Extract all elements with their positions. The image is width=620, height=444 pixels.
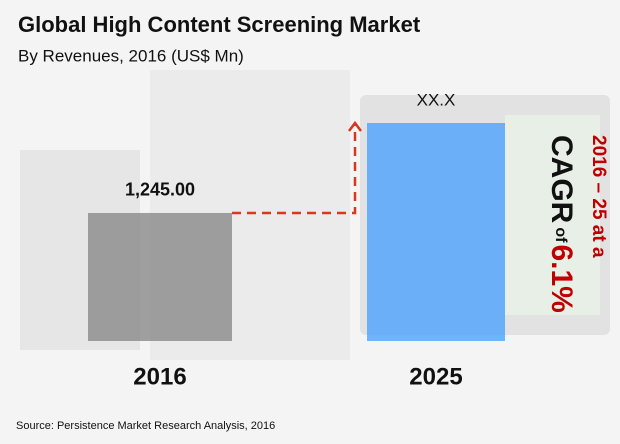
chart-title: Global High Content Screening Market: [18, 12, 421, 37]
x-tick-label: 2025: [409, 363, 462, 390]
cagr-line: CAGR of6.1%: [545, 135, 578, 313]
bg-screen: [505, 115, 600, 315]
chart-subtitle: By Revenues, 2016 (US$ Mn): [18, 46, 244, 65]
cagr-note: 2016 – 25 at a CAGR of6.1%: [545, 135, 609, 313]
bar: [88, 212, 232, 341]
growth-arrow: [232, 125, 357, 215]
bar: [367, 123, 505, 341]
value-label: XX.X: [417, 90, 456, 109]
arrow-head: [348, 120, 362, 132]
source: Source: Persistence Market Research Anal…: [16, 420, 275, 432]
x-tick-label: 2016: [133, 363, 186, 390]
value-label: 1,245.00: [125, 180, 195, 200]
cagr-value: 6.1%: [545, 244, 578, 312]
cagr-period: 2016 – 25 at a: [588, 135, 609, 258]
cagr-of: of: [552, 227, 569, 243]
cagr-label: CAGR: [545, 135, 578, 224]
